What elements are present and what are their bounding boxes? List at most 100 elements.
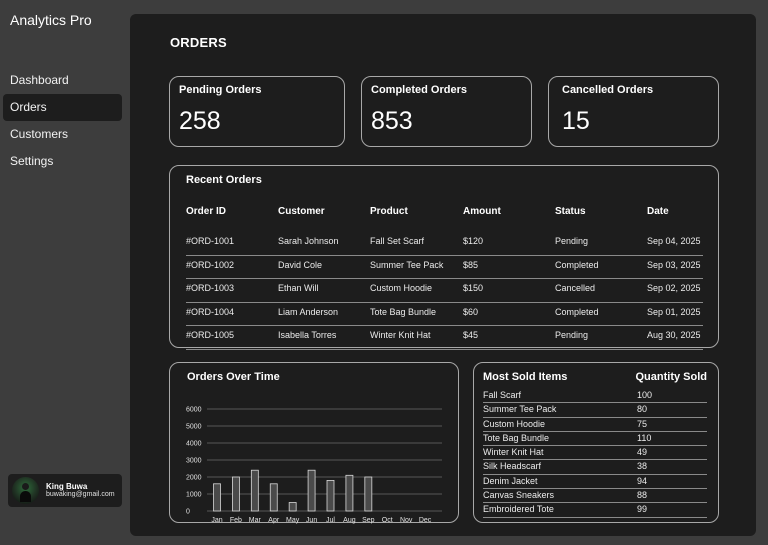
sidebar-item-settings[interactable]: Settings bbox=[10, 154, 54, 168]
y-tick-label: 1000 bbox=[186, 492, 202, 499]
y-tick-label: 4000 bbox=[186, 441, 202, 448]
chart-title: Orders Over Time bbox=[187, 371, 280, 383]
most-sold-header: Most Sold Items Quantity Sold bbox=[483, 371, 707, 383]
app-title: Analytics Pro bbox=[10, 12, 92, 28]
orders-chart: 0 1000 2000 3000 4000 5000 6000 Jan Feb Mar Apr May… bbox=[186, 407, 442, 524]
y-tick-label: 2000 bbox=[186, 475, 202, 482]
item-name: Winter Knit Hat bbox=[483, 447, 544, 458]
sidebar-nav: Dashboard Orders Customers Settings bbox=[3, 67, 122, 175]
user-email: buwaking@gmail.com bbox=[46, 491, 115, 499]
column-header: Date bbox=[647, 206, 669, 217]
x-tick-label: Jan bbox=[211, 517, 222, 524]
table-row[interactable]: #ORD-1004 Liam Anderson Tote Bag Bundle … bbox=[186, 303, 703, 326]
column-header: Status bbox=[555, 206, 586, 217]
item-name: Canvas Sneakers bbox=[483, 490, 555, 501]
recent-orders-title: Recent Orders bbox=[186, 174, 262, 186]
column-header: Order ID bbox=[186, 206, 227, 217]
item-name: Summer Tee Pack bbox=[483, 404, 557, 415]
main-panel: ORDERS Pending Orders 258 Completed Orde… bbox=[130, 14, 756, 536]
y-tick-label: 6000 bbox=[186, 407, 202, 414]
recent-orders-table: Order ID Customer Product Amount Status … bbox=[186, 206, 703, 350]
bar-feb bbox=[232, 476, 240, 512]
y-tick-label: 0 bbox=[186, 509, 190, 516]
recent-orders-card: Recent Orders Order ID Customer Product … bbox=[169, 165, 719, 350]
cell-amount: $45 bbox=[463, 330, 479, 340]
x-tick-label: May bbox=[286, 517, 300, 524]
table-row[interactable]: #ORD-1003 Ethan Will Custom Hoodie $150 … bbox=[186, 279, 703, 303]
page-title: ORDERS bbox=[170, 35, 227, 50]
sidebar-item-orders[interactable]: Orders bbox=[3, 94, 122, 121]
stat-label: Pending Orders bbox=[179, 84, 262, 96]
cell-customer: Liam Anderson bbox=[278, 306, 339, 317]
item-name: Tote Bag Bundle bbox=[483, 432, 550, 443]
x-tick-label: Mar bbox=[249, 517, 262, 524]
item-quantity: 94 bbox=[637, 475, 648, 486]
x-tick-label: Sep bbox=[362, 517, 375, 524]
sidebar-item-dashboard[interactable]: Dashboard bbox=[10, 73, 69, 87]
stat-label: Cancelled Orders bbox=[562, 84, 654, 96]
bar-jun bbox=[307, 469, 316, 512]
item-quantity: 80 bbox=[637, 404, 648, 415]
item-name: Denim Jacket bbox=[483, 475, 538, 486]
user-profile-card[interactable]: King Buwa buwaking@gmail.com bbox=[8, 474, 122, 507]
x-tick-label: Jun bbox=[306, 517, 317, 524]
list-item: Winter Knit Hat 49 bbox=[483, 446, 707, 461]
item-name: Fall Scarf bbox=[483, 390, 522, 400]
item-quantity: 38 bbox=[637, 461, 648, 472]
y-tick-label: 5000 bbox=[186, 424, 202, 431]
list-item: Silk Headscarf 38 bbox=[483, 460, 707, 475]
stat-label: Completed Orders bbox=[371, 84, 467, 96]
bar-apr bbox=[269, 483, 278, 512]
bar-jan bbox=[213, 483, 221, 512]
x-tick-label: Dec bbox=[419, 517, 432, 524]
item-quantity: 110 bbox=[637, 432, 652, 443]
list-item: Fall Scarf 100 bbox=[483, 389, 707, 404]
y-tick-label: 3000 bbox=[186, 458, 202, 465]
x-tick-label: Jul bbox=[326, 517, 335, 524]
cell-order-id: #ORD-1005 bbox=[186, 330, 235, 340]
cell-product: Winter Knit Hat bbox=[370, 330, 431, 340]
avatar bbox=[12, 477, 39, 504]
most-sold-items-card: Most Sold Items Quantity Sold Fall Scarf… bbox=[473, 362, 719, 523]
item-quantity: 88 bbox=[637, 490, 648, 501]
table-row[interactable]: #ORD-1002 David Cole Summer Tee Pack $85… bbox=[186, 256, 703, 279]
stat-value: 853 bbox=[371, 107, 413, 135]
x-tick-label: Feb bbox=[230, 517, 242, 524]
cell-status: Pending bbox=[555, 236, 589, 246]
list-item: Canvas Sneakers 88 bbox=[483, 489, 707, 504]
table-header: Order ID Customer Product Amount Status … bbox=[186, 206, 703, 221]
stat-card-cancelled: Cancelled Orders 15 bbox=[548, 76, 719, 147]
cell-order-id: #ORD-1004 bbox=[186, 306, 235, 317]
cell-product: Fall Set Scarf bbox=[370, 236, 425, 246]
x-tick-label: Aug bbox=[343, 517, 356, 524]
item-quantity: 100 bbox=[637, 390, 653, 400]
column-header: Customer bbox=[278, 206, 325, 217]
table-row[interactable]: #ORD-1005 Isabella Torres Winter Knit Ha… bbox=[186, 326, 703, 350]
cell-product: Summer Tee Pack bbox=[370, 259, 444, 270]
sidebar: Analytics Pro Dashboard Orders Customers… bbox=[0, 0, 130, 545]
list-item: Custom Hoodie 75 bbox=[483, 418, 707, 432]
sidebar-item-customers[interactable]: Customers bbox=[10, 127, 69, 141]
user-name: King Buwa bbox=[46, 481, 88, 491]
list-item: Tote Bag Bundle 110 bbox=[483, 432, 707, 447]
item-name: Embroidered Tote bbox=[483, 504, 554, 515]
quantity-sold-header: Quantity Sold bbox=[635, 371, 708, 383]
bar-mar bbox=[250, 469, 259, 512]
cell-order-id: #ORD-1001 bbox=[186, 236, 235, 246]
bar-sep bbox=[364, 476, 373, 512]
bar-aug bbox=[345, 474, 354, 512]
cell-status: Completed bbox=[555, 259, 599, 270]
bar-jul bbox=[326, 480, 335, 512]
table-row[interactable]: #ORD-1001 Sarah Johnson Fall Set Scarf $… bbox=[186, 232, 703, 256]
cell-order-id: #ORD-1003 bbox=[186, 283, 235, 293]
cell-date: Aug 30, 2025 bbox=[647, 330, 701, 340]
stat-value: 258 bbox=[179, 107, 221, 135]
column-header: Product bbox=[370, 206, 408, 217]
stat-card-pending: Pending Orders 258 bbox=[169, 76, 345, 147]
stat-value: 15 bbox=[562, 107, 590, 135]
cell-product: Custom Hoodie bbox=[370, 283, 433, 293]
cell-customer: Ethan Will bbox=[278, 283, 319, 293]
cell-status: Pending bbox=[555, 330, 589, 340]
cell-customer: Sarah Johnson bbox=[278, 236, 339, 246]
cell-amount: $85 bbox=[463, 259, 479, 270]
